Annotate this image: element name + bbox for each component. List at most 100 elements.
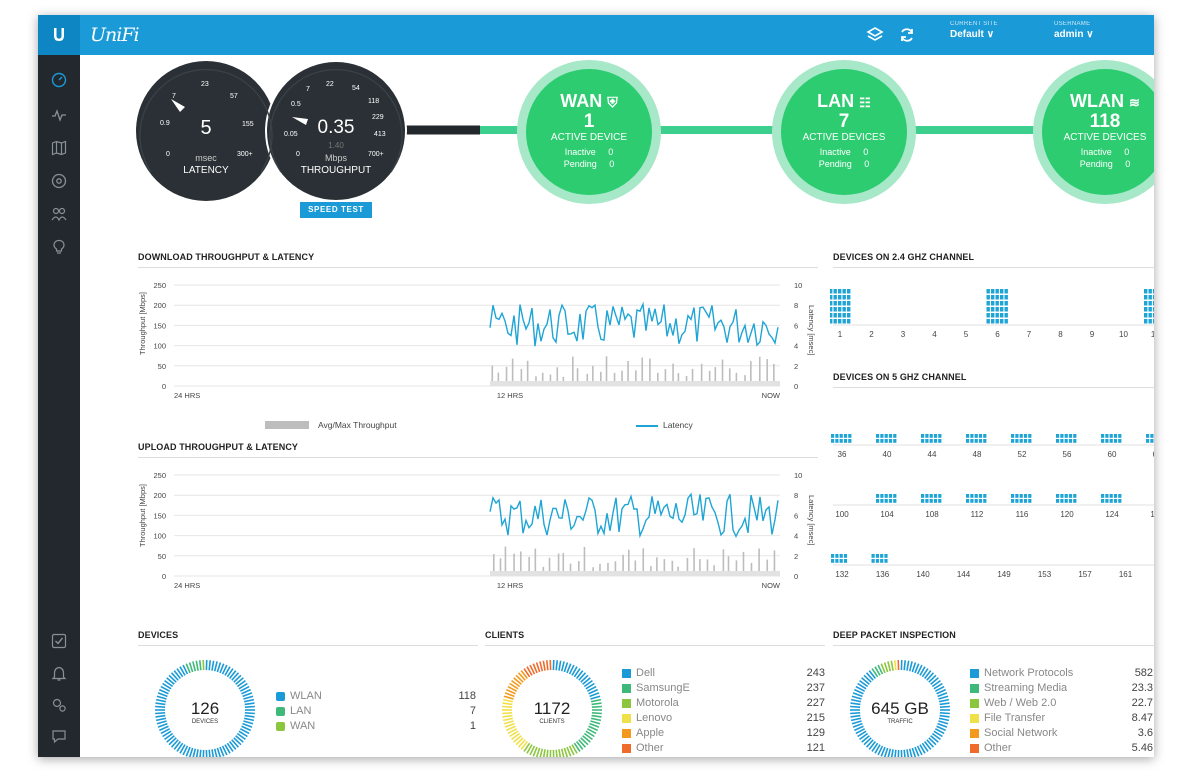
devices-segment-tick [242,722,253,728]
tick: 23 [201,81,209,88]
upload-throughput-bar [686,557,689,576]
upload-throughput-bar [663,559,666,576]
clients-segment-tick [591,705,602,709]
upload-throughput-bar [534,548,537,576]
insights-icon[interactable] [51,239,67,255]
dpi-segment-tick [931,732,941,741]
dpi-segment-tick [850,705,861,709]
clients-segment-tick [578,672,587,681]
clients-segment-tick [591,702,602,706]
user-selector[interactable]: USERNAME admin ∨ [1054,21,1094,40]
clients-segment-tick [529,664,536,675]
tasks-icon[interactable] [51,633,67,649]
wlan-title: WLAN [1070,91,1125,111]
devices-segment-tick [208,749,211,757]
statistics-icon[interactable] [51,107,67,123]
clients-legend-value: 129 [806,727,825,739]
wlan-node[interactable]: WLAN ≋ 118 ACTIVE DEVICES Inactive 0 Pen… [1045,91,1154,170]
devices-segment-tick [208,660,212,671]
dpi-legend-value: 22.7 GB [1131,697,1154,709]
ubiquiti-logo[interactable] [38,15,80,55]
settings-icon[interactable] [51,697,67,713]
dpi-segment-tick [853,725,864,732]
ch5-device-block [876,434,880,438]
ch5-device-block [933,494,938,498]
alerts-bell-icon[interactable] [51,666,67,682]
download-y-left-tick: 50 [158,362,166,371]
ch5-device-block [1101,434,1105,438]
refresh-icon[interactable] [898,26,916,44]
ch24-device-block [838,307,842,312]
ch5-device-block [835,434,839,438]
devices-segment-tick [188,662,194,673]
download-throughput-bar [708,370,711,386]
devices-icon[interactable] [51,173,67,189]
devices-segment-tick [233,737,242,746]
ch24-channel-label: 10 [1119,330,1128,339]
ch24-channel-label: 7 [1027,330,1032,339]
ch5-channel-label: 136 [876,570,890,579]
dpi-segment-tick [871,742,879,752]
ch24-device-block [1148,319,1152,324]
ch5-device-block [835,554,839,558]
download-throughput-bar [497,372,500,386]
devices-segment-tick [216,747,222,757]
devices-segment-tick [158,688,169,695]
upload-throughput-bar [656,557,658,576]
ch24-device-block [1144,301,1148,306]
ch5-device-block [843,434,848,438]
ch24-device-block [1004,289,1008,294]
map-layers-icon[interactable] [866,26,884,44]
ch5-device-block [893,434,897,438]
clients-segment-tick [578,739,587,748]
ch5-device-block [1101,499,1105,503]
clients-segment-tick [507,728,518,735]
speed-test-button[interactable]: SPEED TEST [300,202,372,218]
dpi-legend-value: 582 GB [1134,667,1154,679]
dpi-donut [850,660,950,757]
ch5-device-block [1101,439,1105,443]
ch5-device-block [843,554,848,558]
clients-icon[interactable] [51,206,67,222]
download-throughput-bar [728,368,731,386]
devices-segment-tick [243,698,255,703]
dpi-legend-swatch [970,699,979,708]
ch24-device-block [833,319,837,324]
ch24-device-block [833,313,837,318]
ch24-device-block [842,295,846,300]
chat-icon[interactable] [51,728,67,744]
ch5-device-block [966,499,970,503]
dpi-segment-tick [930,677,939,685]
dpi-legend-value: 23.3 GB [1131,682,1154,694]
devices-segment-tick [176,668,184,678]
ch24-channel-label: 2 [869,330,874,339]
upload-y-left-tick: 150 [153,511,166,520]
clients-segment-tick [511,679,521,688]
dpi-segment-tick [859,732,869,741]
upload-throughput-bar [758,548,760,576]
wan-node[interactable]: WAN ⛨ 1 ACTIVE DEVICE Inactive 0 Pending… [529,91,649,170]
dpi-segment-tick [893,660,897,671]
clients-segment-tick [568,664,575,675]
tick: 0.9 [160,120,170,127]
top-bar: UniFi CURRENT SITE Default ∨ USERNAME ad… [38,15,1154,55]
dpi-segment-tick [938,698,950,703]
dpi-legend-swatch [970,744,979,753]
clients-segment-tick [502,714,513,718]
dpi-segment-tick [894,749,897,757]
latency-gauge-ticks: 23 7 57 0.9 155 0 300+ [146,81,266,161]
dpi-segment-tick [887,661,892,672]
ch5-device-block [884,439,888,443]
dpi-legend-label: Web / Web 2.0 [984,697,1057,709]
map-icon[interactable] [51,140,67,156]
dpi-segment-tick [928,737,937,746]
site-selector[interactable]: CURRENT SITE Default ∨ [950,21,998,40]
devices-segment-tick [224,744,231,754]
download-throughput-bar [721,359,724,386]
ch5-device-block [1011,499,1015,503]
dashboard-icon[interactable] [51,72,67,88]
clients-segment-tick [503,695,514,700]
devices-segment-tick [211,749,215,757]
lan-node[interactable]: LAN ☷ 7 ACTIVE DEVICES Inactive 0 Pendin… [784,91,904,170]
